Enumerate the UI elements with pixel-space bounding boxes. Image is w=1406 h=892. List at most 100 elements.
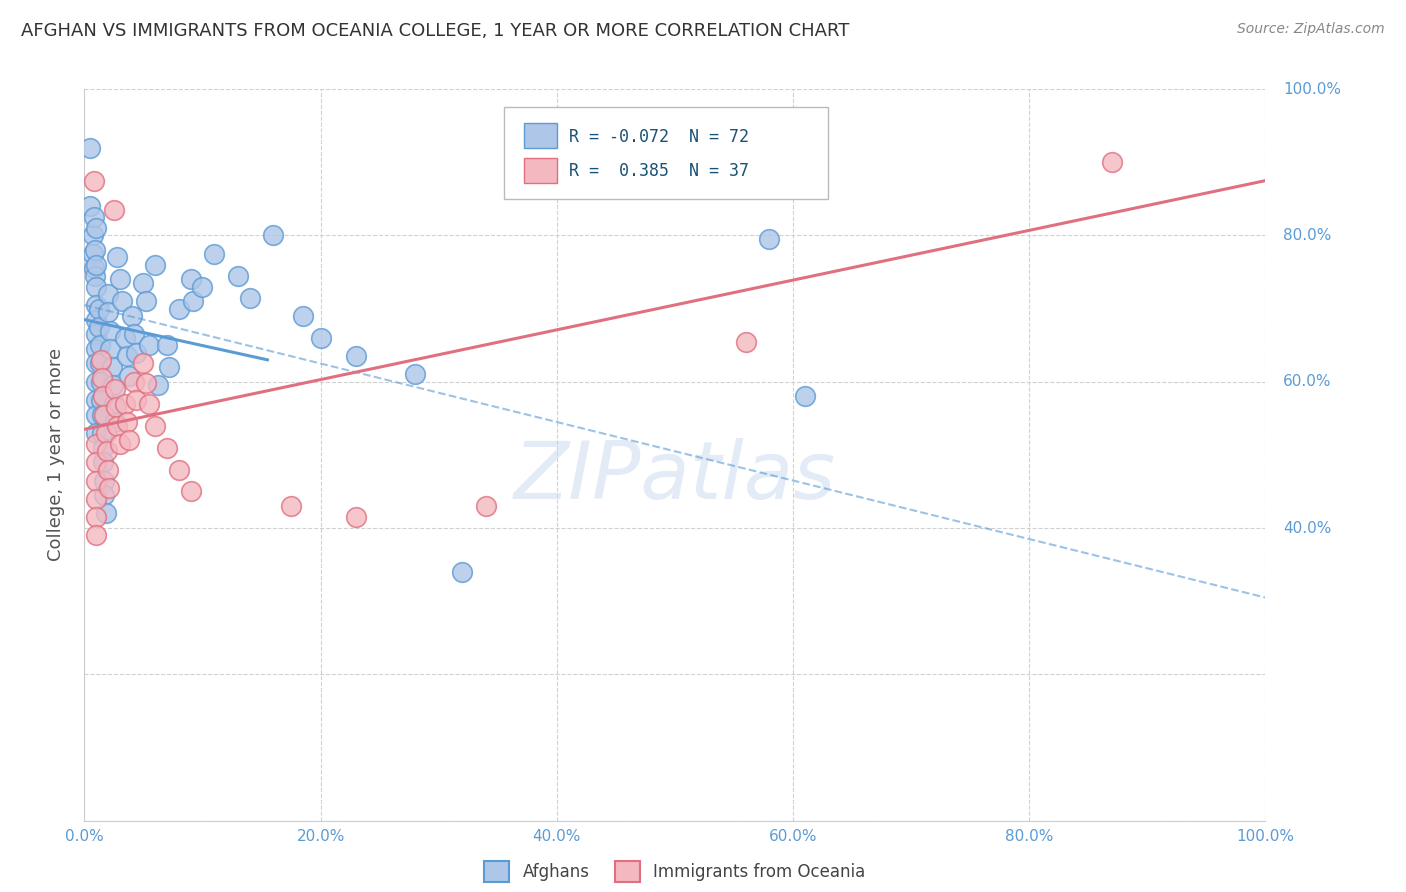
Point (84, 356, 107, 371)
Point (157, 360, 180, 375)
Text: AFGHAN VS IMMIGRANTS FROM OCEANIA COLLEGE, 1 YEAR OR MORE CORRELATION CHART: AFGHAN VS IMMIGRANTS FROM OCEANIA COLLEG… (21, 22, 849, 40)
Point (451, 565, 474, 579)
Point (79, 141, 101, 155)
Point (101, 378, 124, 392)
Point (84, 375, 107, 389)
Point (89, 356, 111, 371)
Text: ZIPatlas: ZIPatlas (513, 438, 837, 516)
Point (84, 425, 107, 440)
Point (115, 349, 138, 363)
Point (83, 211, 105, 225)
Point (91, 425, 114, 440)
Point (309, 331, 332, 345)
Point (91, 455, 114, 469)
Point (84, 437, 107, 451)
Point (125, 393, 148, 408)
Point (84, 510, 107, 524)
Point (104, 415, 127, 429)
Point (105, 401, 128, 415)
Point (84, 393, 107, 408)
Point (191, 279, 214, 293)
Point (111, 294, 134, 309)
Point (107, 251, 129, 265)
Point (280, 499, 302, 513)
Text: 80.0%: 80.0% (1284, 228, 1331, 243)
Point (138, 338, 160, 352)
Point (83, 173, 105, 188)
Point (91, 389, 114, 403)
Point (475, 499, 498, 513)
Point (125, 345, 148, 359)
Bar (523, 158, 557, 183)
Point (84, 474, 107, 488)
Point (156, 338, 179, 352)
Point (734, 334, 756, 349)
Point (108, 437, 131, 451)
FancyBboxPatch shape (503, 108, 828, 199)
Point (104, 382, 127, 396)
Point (98, 342, 121, 356)
Point (181, 294, 204, 309)
Point (262, 228, 284, 243)
Point (344, 510, 367, 524)
Point (91, 441, 114, 455)
Point (84, 268, 107, 283)
Point (97, 287, 120, 301)
Point (98, 324, 121, 338)
Point (90, 352, 112, 367)
Point (226, 268, 249, 283)
Point (156, 441, 179, 455)
Text: Source: ZipAtlas.com: Source: ZipAtlas.com (1237, 22, 1385, 37)
Point (91, 408, 114, 422)
Point (94, 507, 117, 521)
Point (107, 418, 129, 433)
Point (138, 397, 160, 411)
Point (404, 368, 426, 382)
Point (115, 415, 138, 429)
Point (291, 309, 314, 323)
Point (84, 243, 107, 257)
Point (132, 356, 155, 371)
Point (97, 462, 120, 476)
Point (103, 397, 125, 411)
Point (167, 462, 190, 476)
Point (108, 272, 131, 286)
Y-axis label: College, 1 year or more: College, 1 year or more (46, 349, 65, 561)
Point (167, 301, 190, 316)
Point (118, 434, 141, 448)
Point (84, 455, 107, 469)
Point (90, 375, 112, 389)
Point (84, 221, 107, 235)
Point (82, 228, 104, 243)
Point (758, 232, 780, 246)
Point (91, 371, 114, 385)
Point (121, 309, 143, 323)
Point (97, 305, 120, 319)
Text: R = -0.072  N = 72: R = -0.072 N = 72 (568, 128, 748, 146)
Point (84, 258, 107, 272)
Point (135, 294, 157, 309)
Point (1101, 155, 1123, 169)
Point (84, 491, 107, 506)
Point (180, 272, 202, 286)
Point (132, 276, 155, 290)
Point (122, 327, 145, 342)
Point (98, 481, 121, 495)
Point (103, 202, 125, 217)
Point (100, 360, 122, 375)
Point (135, 376, 157, 391)
Point (82, 246, 104, 260)
Text: 40.0%: 40.0% (1284, 521, 1331, 535)
Text: 100.0%: 100.0% (1284, 82, 1341, 96)
Point (96, 444, 118, 458)
Point (89, 338, 111, 352)
Text: 60.0%: 60.0% (1284, 375, 1331, 389)
Point (114, 331, 136, 345)
Point (122, 375, 145, 389)
Point (87, 301, 110, 316)
Point (793, 389, 815, 403)
Bar (523, 123, 557, 148)
Legend: Afghans, Immigrants from Oceania: Afghans, Immigrants from Oceania (485, 862, 865, 882)
Text: R =  0.385  N = 37: R = 0.385 N = 37 (568, 162, 748, 180)
Point (93, 474, 115, 488)
